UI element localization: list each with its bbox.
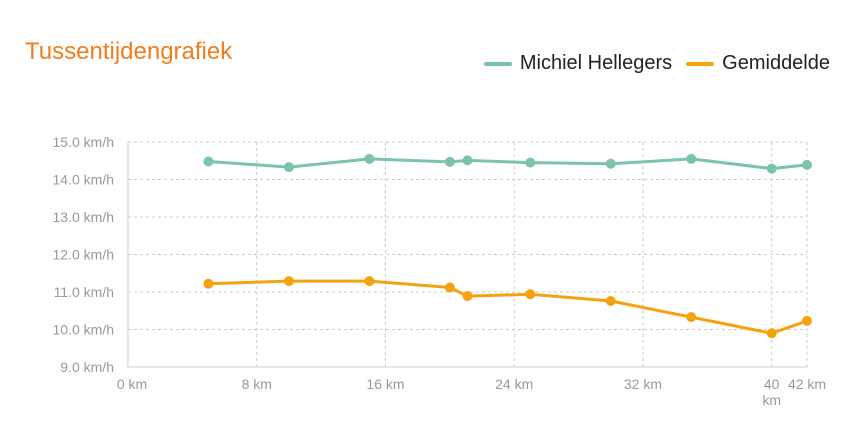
data-point-series-2[interactable] <box>444 282 455 293</box>
data-point-series-2[interactable] <box>605 296 616 306</box>
data-point-series-2[interactable] <box>686 312 697 323</box>
legend-label-series-2: Gemiddelde <box>722 52 830 74</box>
data-point-series-1[interactable] <box>802 159 812 170</box>
data-point-series-2[interactable] <box>802 315 812 326</box>
data-point-series-1[interactable] <box>605 158 616 169</box>
y-tick-label: 15.0 km/h <box>53 134 114 150</box>
data-point-series-1[interactable] <box>203 156 214 167</box>
series-line-1 <box>208 157 808 171</box>
series-line-2 <box>208 279 808 335</box>
legend-swatch-series-1 <box>483 61 512 66</box>
legend-swatch-series-2 <box>686 61 715 66</box>
data-point-series-1[interactable] <box>766 163 777 174</box>
x-tick-label: 32 km <box>624 376 662 392</box>
data-point-series-1[interactable] <box>283 162 294 173</box>
legend-item-series-2[interactable]: Gemiddelde <box>686 52 830 75</box>
x-tick-label: 42 km <box>788 376 826 392</box>
x-tick-label: 8 km <box>242 376 272 392</box>
data-point-series-1[interactable] <box>686 153 697 164</box>
data-point-series-2[interactable] <box>364 276 375 287</box>
data-point-series-2[interactable] <box>766 328 777 339</box>
data-point-series-1[interactable] <box>364 153 375 164</box>
data-point-series-1[interactable] <box>525 157 536 168</box>
chart-title: Tussentijdengrafiek <box>25 38 233 65</box>
x-tick-label: 0 km <box>117 376 147 392</box>
series-lines <box>208 157 808 335</box>
x-tick-label: 40 km <box>762 376 781 408</box>
data-point-series-2[interactable] <box>525 289 536 300</box>
series-points <box>203 153 812 339</box>
legend-label-series-1: Michiel Hellegers <box>519 52 673 74</box>
data-point-series-1[interactable] <box>462 155 473 166</box>
x-tick-label: 24 km <box>495 376 533 392</box>
grid-lines <box>127 141 808 368</box>
chart-legend: Michiel Hellegers Gemiddelde <box>483 52 830 75</box>
y-tick-label: 13.0 km/h <box>53 209 114 225</box>
data-point-series-2[interactable] <box>283 276 294 287</box>
y-tick-label: 11.0 km/h <box>54 284 114 300</box>
y-tick-label: 9.0 km/h <box>60 359 114 375</box>
legend-item-series-1[interactable]: Michiel Hellegers <box>483 52 673 75</box>
data-point-series-2[interactable] <box>203 278 214 289</box>
x-axis-ticks: 0 km 8 km 16 km 24 km 32 km 40 km 42 km <box>117 376 826 408</box>
y-tick-label: 14.0 km/h <box>53 172 114 188</box>
y-tick-label: 12.0 km/h <box>53 247 114 263</box>
y-axis-ticks: 9.0 km/h 10.0 km/h 11.0 km/h 12.0 km/h 13.0 … <box>53 134 114 375</box>
y-tick-label: 10.0 km/h <box>53 322 114 338</box>
data-point-series-2[interactable] <box>462 291 473 302</box>
x-tick-label: 16 km <box>366 376 404 392</box>
data-point-series-1[interactable] <box>444 156 455 167</box>
